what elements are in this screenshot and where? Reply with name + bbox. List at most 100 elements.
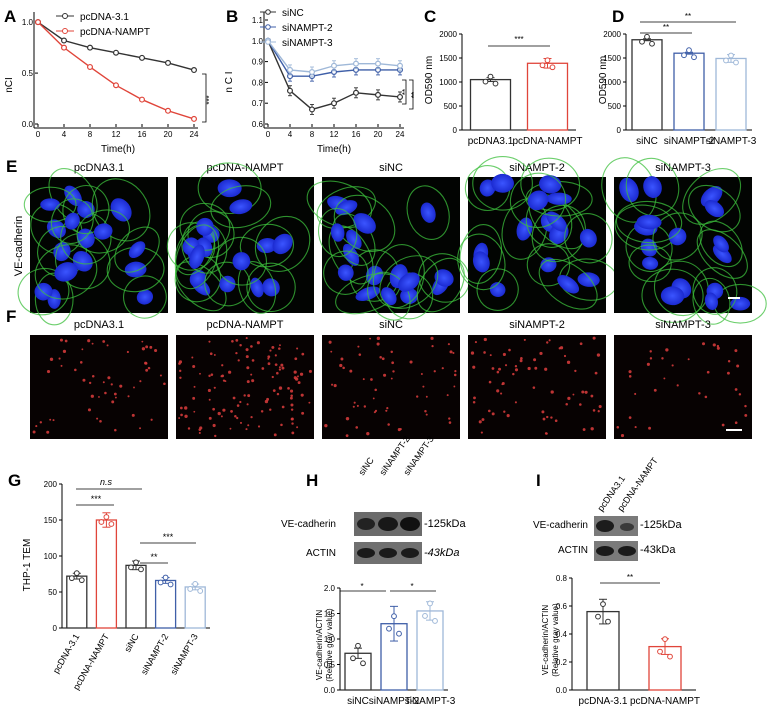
x-tick-label: 8 bbox=[310, 130, 315, 139]
bar bbox=[526, 62, 569, 131]
f-column-label: siNC bbox=[379, 319, 403, 331]
y-tick-label: 1500 bbox=[603, 54, 621, 63]
g-sig-ns: n.s bbox=[100, 477, 113, 487]
data-point bbox=[60, 37, 67, 44]
y-tick-label: 0.5 bbox=[324, 661, 336, 670]
panel-b: B n C I 0 4 8 12 16 20 24 0.6 0.7 0.8 0.9 1.0 1.1 Ti… bbox=[224, 7, 419, 155]
h-lane-1: siNC bbox=[356, 455, 376, 477]
y-tick-label: 0.6 bbox=[252, 120, 264, 129]
c-ylabel: OD590 nm bbox=[424, 56, 435, 104]
h-ylabel-1: VE-cadherin/ACTIN bbox=[315, 610, 324, 680]
panel-g: G THP-1 TEM 050100150200pcDNA-3.1pcDNA-N… bbox=[8, 471, 210, 692]
panel-letter-g: G bbox=[8, 471, 21, 490]
panel-letter-h: H bbox=[306, 471, 318, 490]
y-tick-label: 1000 bbox=[439, 78, 457, 87]
data-point bbox=[353, 89, 360, 96]
i-ylabel-1: VE-cadherin/ACTIN bbox=[541, 605, 550, 675]
panel-f: F pcDNA3.1 pcDNA-NAMPT siNC siNAMPT-2 siNAMP… bbox=[6, 307, 752, 439]
f-column-label: pcDNA-NAMPT bbox=[206, 319, 283, 331]
a-sig: *** bbox=[205, 95, 214, 104]
data-point bbox=[165, 107, 172, 114]
bar bbox=[125, 564, 147, 629]
fluorescence-image bbox=[601, 157, 767, 325]
y-tick-label: 1000 bbox=[603, 78, 621, 87]
x-tick-label: pcDNA-NAMPT bbox=[630, 696, 700, 707]
a-legend-2: pcDNA-NAMPT bbox=[80, 27, 150, 38]
f-column-label: siNAMPT-2 bbox=[509, 319, 565, 331]
i-blot-label-2: ACTIN bbox=[558, 545, 588, 556]
g-sig-2: ** bbox=[150, 552, 158, 562]
x-tick-label: siNAMPT-2 bbox=[369, 696, 420, 707]
y-tick-label: 500 bbox=[608, 102, 622, 111]
panel-c: C OD590 nm 0 500 1000 1500 2000 pcDNA3.1 pcDNA… bbox=[424, 7, 583, 147]
y-tick-label: 50 bbox=[48, 588, 57, 597]
h-ylabel-2: (Relative gray value) bbox=[325, 608, 334, 682]
y-tick-label: 0.8 bbox=[556, 574, 568, 583]
x-tick-label: pcDNA3.1 bbox=[468, 136, 514, 147]
y-tick-label: 0.5 bbox=[22, 69, 34, 78]
y-tick-label: 2000 bbox=[603, 30, 621, 39]
data-point bbox=[86, 44, 93, 51]
data-point bbox=[165, 59, 172, 66]
bar bbox=[184, 586, 206, 629]
f-column-label: siNAMPT-3 bbox=[655, 319, 711, 331]
b-legend-2: siNAMPT-2 bbox=[282, 23, 333, 34]
x-tick-label: pcDNA-3.1 bbox=[51, 632, 82, 675]
panel-letter-b: B bbox=[226, 7, 238, 26]
x-tick-label: 0 bbox=[266, 130, 271, 139]
bar bbox=[416, 610, 444, 691]
data-point bbox=[397, 93, 404, 100]
panel-a: A nCI 0 4 8 12 16 20 24 0.0 0.5 1.0 Time(h) pcDNA… bbox=[4, 7, 214, 155]
panel-i: I pcDNA3.1 pcDNA-NAMPT VE-cadherin ACTIN… bbox=[533, 455, 700, 707]
data-point bbox=[397, 62, 404, 69]
h-sig-1: * bbox=[360, 582, 363, 591]
y-tick-label: 0.7 bbox=[252, 99, 264, 108]
panel-letter-d: D bbox=[612, 7, 624, 26]
g-sig-3a: *** bbox=[91, 494, 102, 504]
x-tick-label: 4 bbox=[288, 130, 293, 139]
x-tick-label: siNAMPT-3 bbox=[405, 696, 456, 707]
i-blot-label-1: VE-cadherin bbox=[533, 520, 588, 531]
h-sig-2: * bbox=[410, 582, 413, 591]
y-tick-label: 0 bbox=[617, 126, 622, 135]
e-column-label: pcDNA-NAMPT bbox=[206, 162, 283, 174]
migration-image bbox=[468, 335, 606, 439]
data-point bbox=[287, 66, 294, 73]
data-point bbox=[287, 87, 294, 94]
x-tick-label: 8 bbox=[88, 130, 93, 139]
e-column-label: siNC bbox=[379, 162, 403, 174]
e-side-label: VE-cadherin bbox=[13, 216, 25, 277]
x-tick-label: 20 bbox=[374, 130, 383, 139]
x-tick-label: siNC bbox=[347, 696, 369, 707]
bar bbox=[631, 39, 663, 131]
x-tick-label: 20 bbox=[164, 130, 173, 139]
y-tick-label: 0 bbox=[453, 126, 458, 135]
y-tick-label: 1.0 bbox=[252, 37, 264, 46]
y-tick-label: 0.6 bbox=[556, 602, 568, 611]
bar bbox=[154, 579, 177, 629]
bar bbox=[715, 57, 747, 131]
bar bbox=[95, 519, 118, 629]
h-blot-label-1: VE-cadherin bbox=[281, 519, 336, 530]
f-column-label: pcDNA3.1 bbox=[74, 319, 124, 331]
y-tick-label: 1500 bbox=[439, 54, 457, 63]
data-point bbox=[309, 68, 316, 75]
c-sig: *** bbox=[514, 35, 523, 44]
d-ylabel: OD590 nm bbox=[598, 56, 609, 104]
data-point bbox=[86, 63, 93, 70]
x-tick-label: siNAMPT-2 bbox=[139, 632, 170, 676]
bar bbox=[586, 610, 620, 691]
x-tick-label: pcDNA-3.1 bbox=[579, 696, 628, 707]
data-point bbox=[331, 62, 338, 69]
y-tick-label: 0.0 bbox=[22, 120, 34, 129]
x-tick-label: siNC bbox=[122, 632, 141, 654]
bar bbox=[66, 575, 88, 629]
y-tick-label: 100 bbox=[44, 552, 58, 561]
b-legend-1: siNC bbox=[282, 8, 304, 19]
data-point bbox=[60, 44, 67, 51]
a-legend-1: pcDNA-3.1 bbox=[80, 12, 129, 23]
y-tick-label: 0 bbox=[53, 624, 58, 633]
data-point bbox=[191, 67, 198, 74]
panel-letter-f: F bbox=[6, 307, 16, 326]
x-tick-label: 12 bbox=[330, 130, 339, 139]
